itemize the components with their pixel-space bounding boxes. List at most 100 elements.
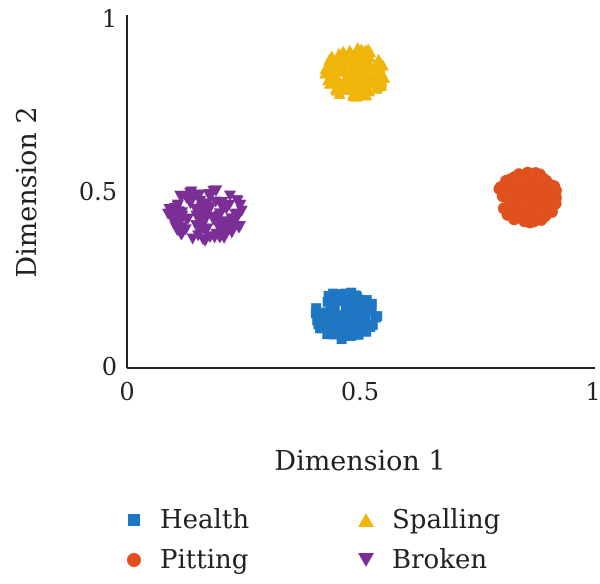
scatter-point [336, 334, 347, 345]
x-tick-label: 0 [119, 378, 134, 406]
scatter-point [322, 329, 333, 340]
scatter-point [352, 62, 365, 74]
axes [126, 15, 595, 369]
scatter-point [218, 232, 231, 244]
scatter-point [345, 329, 356, 340]
scatter-point [372, 311, 383, 322]
scatter-point [357, 49, 370, 61]
scatter-point [374, 69, 387, 81]
legend-label: Pitting [160, 545, 249, 575]
scatter-point [346, 308, 357, 319]
scatter-point [329, 329, 340, 340]
scatter-point [193, 189, 206, 201]
scatter-point [338, 65, 351, 77]
y-tick-label: 1 [102, 5, 117, 33]
scatter-point [350, 71, 363, 83]
scatter-point [190, 210, 203, 222]
y-tick-label: 0 [102, 353, 117, 381]
scatter-point [366, 298, 377, 309]
scatter-point [361, 70, 374, 82]
scatter-point [357, 324, 368, 335]
scatter-point [184, 195, 197, 207]
scatter-point [329, 83, 342, 95]
scatter-point [365, 322, 376, 333]
scatter-point [227, 215, 240, 227]
scatter-point [203, 189, 216, 201]
legend: Health Spalling Pitting Broken [120, 500, 580, 584]
scatter-point [317, 311, 328, 322]
scatter-point [373, 61, 386, 73]
scatter-point [201, 198, 214, 210]
scatter-point [215, 216, 228, 228]
legend-item-health: Health [120, 500, 352, 540]
scatter-point [325, 297, 336, 308]
scatter-point [171, 225, 184, 237]
scatter-point [341, 51, 354, 63]
scatter-point [176, 228, 189, 240]
scatter-point [185, 186, 198, 198]
scatter-point [223, 190, 236, 202]
x-tick-label: 1 [585, 378, 600, 406]
scatter-point [538, 200, 551, 213]
scatter-point [335, 316, 346, 327]
scatter-point [216, 196, 229, 208]
scatter-point [311, 303, 322, 314]
series-spalling [319, 41, 391, 102]
scatter-point [334, 77, 347, 89]
scatter-point [209, 185, 222, 197]
series-pitting [493, 166, 562, 229]
triangle-down-marker-icon [352, 550, 380, 570]
scatter-point [326, 63, 339, 75]
x-tick-label: 0.5 [341, 378, 379, 406]
circle-marker-icon [120, 550, 148, 570]
scatter-chart: 0 0.5 1 0 0.5 1 Dimension 1 Dimension 2 [12, 5, 600, 477]
legend-label: Spalling [392, 505, 501, 535]
scatter-point [517, 171, 530, 184]
y-tick-label: 0.5 [79, 178, 117, 206]
scatter-point [339, 311, 350, 322]
legend-label: Health [160, 505, 250, 535]
scatter-point [353, 81, 366, 93]
scatter-point [198, 205, 211, 217]
scatter-point [366, 305, 377, 316]
scatter-point [323, 290, 334, 301]
scatter-point [497, 184, 510, 197]
scatter-point [225, 224, 238, 236]
scatter-point [172, 199, 185, 211]
scatter-point [545, 179, 558, 192]
scatter-point [506, 177, 519, 190]
scatter-point [348, 291, 359, 302]
scatter-point [347, 88, 360, 100]
scatter-point [361, 295, 372, 306]
square-marker-icon [120, 510, 148, 530]
scatter-point [528, 195, 541, 208]
scatter-point [220, 203, 233, 215]
scatter-point [199, 235, 212, 247]
scatter-point [325, 73, 338, 85]
legend-item-spalling: Spalling [352, 500, 580, 540]
scatter-point [194, 195, 207, 207]
scatter-point [521, 180, 534, 193]
ticks: 0 0.5 1 0 0.5 1 [79, 5, 600, 406]
scatter-point [359, 89, 372, 101]
scatter-point [213, 210, 226, 222]
scatter-point [324, 318, 335, 329]
scatter-point [342, 291, 353, 302]
scatter-point [335, 324, 346, 335]
scatter-point [518, 198, 531, 211]
triangle-up-marker-icon [352, 510, 380, 530]
scatter-point [164, 210, 177, 222]
scatter-point [230, 195, 243, 207]
x-axis-title: Dimension 1 [274, 446, 445, 477]
scatter-point [523, 208, 536, 221]
scatter-point [348, 315, 359, 326]
data-points [161, 41, 562, 345]
legend-item-broken: Broken [352, 540, 580, 580]
legend-label: Broken [392, 545, 488, 575]
scatter-point [217, 223, 230, 235]
scatter-point [358, 314, 369, 325]
scatter-point [313, 319, 324, 330]
series-broken [161, 185, 248, 247]
scatter-point [533, 173, 546, 186]
scatter-point [174, 211, 187, 223]
